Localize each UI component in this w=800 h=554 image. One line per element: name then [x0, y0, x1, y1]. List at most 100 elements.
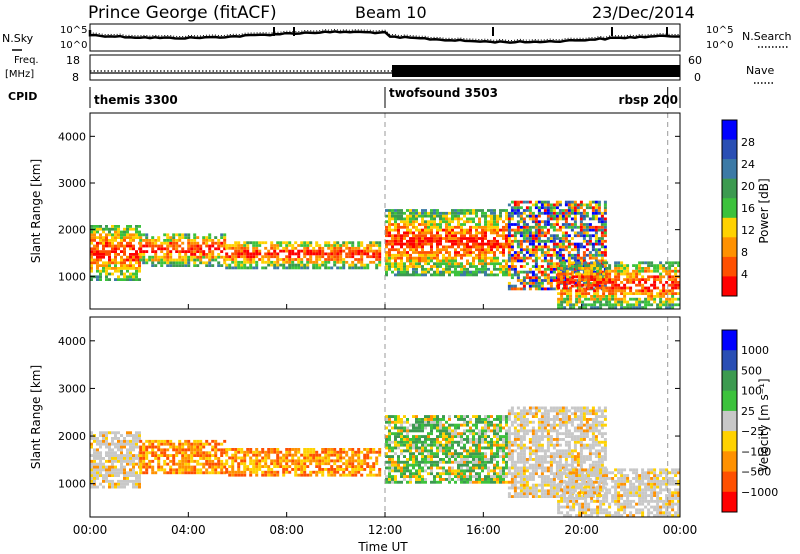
heatmap-cell — [564, 231, 568, 235]
heatmap-cell — [303, 263, 307, 267]
heatmap-cell — [318, 456, 322, 460]
heatmap-cell — [543, 460, 547, 464]
heatmap-cell — [534, 458, 538, 461]
heatmap-cell — [608, 289, 612, 293]
heatmap-cell — [108, 431, 111, 435]
heatmap-cell — [635, 278, 639, 281]
noise-panel: N.Sky 10^5 10^0 10^5 10^0 N.Search — [2, 23, 792, 52]
heatmap-cell — [418, 418, 421, 421]
heatmap-cell — [351, 456, 355, 460]
heatmap-cell — [321, 462, 325, 466]
heatmap-cell — [584, 303, 588, 307]
heatmap-cell — [472, 265, 475, 268]
heatmap-cell — [321, 470, 325, 474]
heatmap-cell — [496, 262, 499, 266]
heatmap-cell — [602, 278, 606, 281]
heatmap-cell — [249, 473, 253, 477]
heatmap-cell — [225, 244, 229, 247]
heatmap-cell — [516, 242, 520, 246]
heatmap-cell — [552, 225, 556, 229]
heatmap-cell — [306, 252, 310, 256]
nsky-label: N.Sky — [2, 32, 34, 45]
heatmap-cell — [388, 435, 391, 438]
heatmap-cell — [671, 281, 675, 284]
heatmap-cell — [120, 482, 123, 486]
heatmap-cell — [234, 241, 238, 245]
heatmap-cell — [400, 225, 403, 229]
heatmap-cell — [534, 276, 538, 280]
heatmap-cell — [169, 465, 173, 469]
heatmap-cell — [611, 295, 615, 298]
heatmap-cell — [318, 462, 322, 466]
heatmap-cell — [366, 266, 370, 270]
heatmap-cell — [528, 489, 532, 493]
heatmap-cell — [391, 480, 394, 484]
heatmap-cell — [578, 264, 582, 267]
heatmap-cell — [602, 281, 606, 284]
heatmap-cell — [582, 253, 586, 257]
heatmap-cell — [513, 200, 517, 204]
heatmap-cell — [309, 252, 313, 256]
heatmap-cell — [193, 448, 197, 452]
heatmap-cell — [291, 258, 295, 261]
heatmap-cell — [267, 470, 271, 474]
heatmap-cell — [481, 429, 484, 433]
heatmap-cell — [582, 237, 586, 240]
heatmap-cell — [603, 203, 607, 207]
heatmap-cell — [129, 225, 132, 228]
heatmap-cell — [439, 420, 442, 424]
heatmap-cell — [629, 303, 633, 307]
heatmap-cell — [424, 228, 427, 232]
heatmap-cell — [96, 439, 99, 443]
heatmap-cell — [135, 275, 138, 279]
heatmap-cell — [659, 281, 663, 284]
heatmap-cell — [114, 244, 117, 248]
heatmap-cell — [516, 239, 520, 243]
heatmap-cell — [220, 451, 224, 455]
heatmap-cell — [557, 292, 561, 295]
heatmap-cell — [552, 267, 556, 271]
heatmap-cell — [378, 450, 382, 454]
heatmap-cell — [105, 479, 108, 483]
heatmap-cell — [484, 262, 487, 266]
heatmap-cell — [217, 264, 221, 267]
heatmap-cell — [258, 252, 262, 256]
heatmap-cell — [160, 451, 164, 455]
heatmap-cell — [211, 241, 215, 245]
heatmap-cell — [472, 239, 475, 243]
heatmap-cell — [597, 220, 601, 224]
heatmap-cell — [641, 267, 645, 270]
heatmap-cell — [594, 239, 598, 243]
heatmap-cell — [391, 237, 394, 240]
heatmap-cell — [442, 460, 445, 464]
heatmap-cell — [557, 300, 561, 304]
heatmap-cell — [510, 458, 514, 461]
heatmap-cell — [357, 252, 361, 256]
heatmap-cell — [169, 258, 173, 262]
heatmap-cell — [175, 247, 179, 251]
heatmap-cell — [513, 460, 517, 464]
heatmap-cell — [677, 303, 681, 307]
heatmap-cell — [576, 245, 580, 249]
heatmap-cell — [300, 462, 304, 466]
heatmap-cell — [279, 465, 283, 468]
heatmap-cell — [546, 251, 550, 254]
heatmap-cell — [342, 249, 346, 253]
heatmap-cell — [472, 449, 475, 453]
heatmap-cell — [593, 289, 597, 293]
heatmap-cell — [135, 250, 138, 253]
heatmap-cell — [457, 214, 460, 218]
heatmap-cell — [255, 252, 259, 256]
heatmap-cell — [270, 255, 274, 259]
heatmap-cell — [561, 214, 565, 218]
heatmap-cell — [528, 225, 532, 229]
heatmap-cell — [573, 248, 577, 252]
heatmap-cell — [139, 465, 143, 469]
heatmap-cell — [525, 273, 529, 277]
heatmap-cell — [593, 300, 597, 304]
heatmap-cell — [555, 237, 559, 240]
heatmap-cell — [120, 264, 123, 267]
heatmap-cell — [400, 449, 403, 453]
heatmap-cell — [184, 261, 188, 265]
heatmap-cell — [600, 245, 604, 249]
